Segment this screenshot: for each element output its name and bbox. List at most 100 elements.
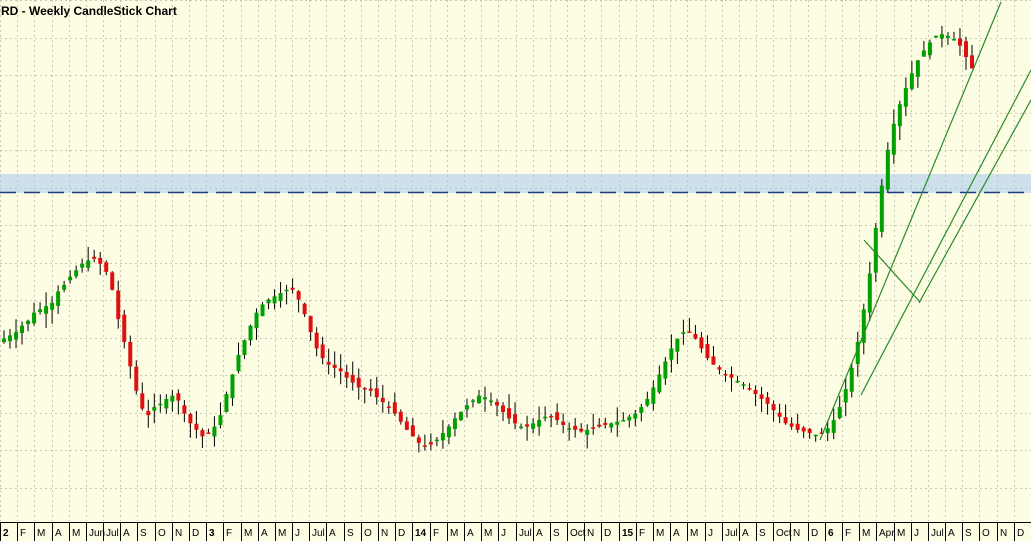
candle	[699, 331, 704, 353]
candle-body-down	[380, 397, 385, 403]
x-tick-label: S	[553, 528, 560, 539]
candle	[639, 403, 644, 422]
channel-line	[863, 239, 921, 303]
x-tick-label: Apr	[879, 528, 895, 539]
candle-body-down	[200, 430, 205, 437]
x-tick-label: M	[72, 528, 80, 539]
candle-body-up	[909, 73, 914, 89]
candle	[705, 335, 710, 361]
candle	[663, 356, 668, 385]
candle	[122, 309, 127, 349]
candle	[470, 398, 475, 408]
x-tick-label: J	[501, 528, 506, 539]
x-tick-label: J	[914, 528, 919, 539]
x-tick-label: M	[450, 528, 458, 539]
candle-body-down	[362, 388, 367, 390]
candle-body-up	[158, 403, 163, 406]
candle-body-down	[350, 374, 355, 383]
candle	[669, 334, 674, 373]
candle	[338, 354, 343, 385]
x-tick-label: F	[639, 528, 645, 539]
candle-body-up	[224, 394, 229, 412]
channel-line	[918, 99, 1031, 304]
candle-body-down	[597, 424, 602, 427]
candle-body-down	[699, 337, 704, 349]
candle-body-down	[314, 332, 319, 349]
candle	[549, 414, 554, 428]
candle-body-down	[128, 341, 133, 367]
candle-body-down	[308, 316, 313, 333]
candle-body-up	[56, 291, 61, 306]
candle-body-up	[26, 320, 31, 325]
x-tick-label: A	[673, 528, 680, 539]
candle-body-up	[885, 149, 890, 190]
candle	[603, 417, 608, 429]
candle	[735, 375, 740, 383]
candle-body-down	[555, 412, 560, 421]
x-tick-label: Jul	[312, 528, 325, 539]
candle	[543, 406, 548, 422]
candle	[825, 421, 830, 442]
candle	[951, 31, 956, 41]
candle	[765, 391, 770, 415]
candle-body-up	[933, 35, 938, 38]
candle	[278, 281, 283, 308]
x-tick-label: 2	[3, 528, 9, 539]
candle	[909, 60, 914, 91]
candle-body-up	[482, 397, 487, 400]
candle	[501, 402, 506, 422]
candle-body-down	[771, 404, 776, 411]
candle	[98, 251, 103, 275]
candle	[513, 402, 518, 430]
candle-body-up	[837, 407, 842, 419]
candle	[867, 261, 872, 321]
candle-body-down	[296, 291, 301, 300]
candle	[26, 319, 31, 332]
candle	[915, 60, 920, 88]
x-tick-label: Oct	[570, 528, 586, 539]
candle	[380, 384, 385, 413]
candle	[452, 412, 457, 437]
candle	[789, 417, 794, 430]
x-tick-label: A	[261, 528, 268, 539]
candle	[164, 394, 169, 414]
candle-body-up	[945, 35, 950, 38]
x-tick-label: 15	[622, 528, 634, 539]
candle	[200, 428, 205, 448]
candle	[519, 423, 524, 430]
candle	[531, 418, 536, 434]
candle	[374, 376, 379, 405]
candle	[266, 298, 271, 310]
candle	[146, 399, 151, 428]
candle-body-up	[903, 87, 908, 107]
x-tick-label: D	[604, 528, 611, 539]
candle	[248, 324, 253, 346]
candle	[320, 336, 325, 365]
candle-body-up	[519, 426, 524, 429]
candle	[675, 338, 680, 365]
x-tick-label: Jul	[931, 528, 944, 539]
candle-body-up	[615, 421, 620, 425]
candle	[224, 391, 229, 413]
candle	[104, 260, 109, 276]
x-tick-label: N	[381, 528, 388, 539]
candle	[302, 302, 307, 317]
candle	[116, 280, 121, 329]
x-tick-label: M	[37, 528, 45, 539]
candle	[753, 385, 758, 406]
candle-body-down	[501, 405, 506, 412]
x-tick-label: J	[295, 528, 300, 539]
candle	[296, 290, 301, 313]
candle-body-down	[693, 333, 698, 339]
candle-body-up	[657, 374, 662, 393]
candle	[717, 365, 722, 375]
candle	[38, 302, 43, 315]
candle-body-up	[621, 420, 626, 422]
candle-body-up	[452, 418, 457, 430]
candle	[525, 415, 530, 441]
candle	[290, 278, 295, 294]
candle-body-down	[188, 414, 193, 424]
candle	[561, 413, 566, 434]
candle	[14, 319, 19, 349]
x-tick-label: Jun	[89, 528, 105, 539]
